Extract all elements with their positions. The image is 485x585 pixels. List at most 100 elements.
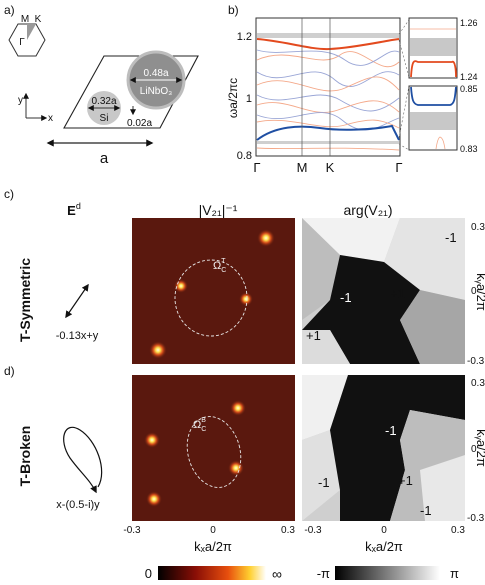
colorbars: 0 ∞ -π π — [145, 566, 459, 582]
inset-band — [435, 136, 446, 150]
phase-region — [302, 218, 400, 262]
ky-tick: -0.3 — [467, 513, 485, 524]
gap-label: 0.02a — [127, 118, 152, 129]
bz-hexagon — [8, 23, 46, 57]
zoom-connector — [398, 143, 410, 151]
brillouin-zone: M K Γ — [8, 14, 46, 57]
band-xtick: K — [326, 160, 335, 175]
band-xtick: Γ — [253, 160, 260, 175]
band-line — [256, 100, 400, 113]
band-ylabel: ωa/2πc — [226, 78, 240, 118]
colorbar-phase — [335, 566, 440, 580]
panel-b: b) ωa/2πc 1.2 1 0.8 Γ M K Γ — [226, 3, 478, 175]
colorbar-phase-max: π — [450, 566, 459, 581]
kx-tick: -0.3 — [304, 525, 322, 536]
linbo3-diameter: 0.48a — [143, 68, 168, 79]
magnitude-header: |V₂₁|⁻¹ — [199, 202, 238, 218]
kx-tick: 0 — [210, 525, 216, 536]
background-bands — [256, 49, 400, 151]
phase-region-dark — [330, 375, 465, 521]
polarization-broken: x-(0.5-i)y — [56, 499, 100, 511]
charge-label: -1 — [318, 475, 330, 490]
phase-map-broken: -1 -1 +1 -1 — [302, 375, 465, 521]
column-headers: Ed |V₂₁|⁻¹ arg(V₂₁) — [67, 201, 392, 218]
band-xtick: M — [297, 160, 308, 175]
band-xtick: Γ — [395, 160, 402, 175]
singularity-spot — [149, 341, 167, 359]
bz-label-m: M — [21, 14, 29, 25]
singularity-spot — [257, 229, 275, 247]
charge-label: +1 — [306, 328, 321, 343]
panel-a-label: a) — [4, 3, 15, 17]
panel-b-label: b) — [228, 3, 239, 17]
contour-label-symmetric: ΩCT — [213, 258, 226, 274]
band-line — [256, 112, 400, 131]
phase-region — [302, 218, 340, 320]
kx-axis-label: kₓa/2π — [194, 539, 232, 554]
band-ytick: 1.2 — [237, 31, 252, 43]
zoom-connector — [398, 85, 410, 139]
inset-top: 1.26 1.24 — [408, 17, 478, 82]
panel-d: d) T-Broken x-(0.5-i)y ΩCB -1 -1 +1 -1 — [4, 364, 485, 554]
kx-axis-label: kₓa/2π — [365, 539, 403, 554]
band-line — [256, 49, 400, 66]
phase-region-dark — [302, 255, 420, 364]
singularity-spot — [146, 491, 162, 507]
phase-header: arg(V₂₁) — [343, 202, 392, 218]
contour-omega-symmetric — [174, 259, 248, 337]
inset-bottom: 0.85 0.83 — [408, 84, 478, 154]
phase-region — [420, 455, 465, 521]
charge-label: +1 — [398, 473, 413, 488]
charge-label: -1 — [340, 290, 352, 305]
singularity-spot — [239, 292, 253, 306]
contour-label-broken: ΩCB — [193, 417, 206, 433]
colorbar-magnitude-min: 0 — [145, 566, 152, 581]
band-ytick: 1 — [246, 93, 252, 105]
inset-upper-band — [410, 60, 457, 78]
kx-tick: -0.3 — [123, 525, 141, 536]
x-axis-label: x — [48, 113, 53, 124]
inset-bottom-tick: 0.85 — [460, 84, 478, 94]
singularity-spot — [228, 460, 244, 476]
ky-axis-label: kᵧa/2π — [474, 273, 485, 311]
kx-tick: 0.3 — [281, 525, 295, 536]
charge-label: -1 — [420, 503, 432, 518]
band-line — [256, 94, 400, 112]
si-label: Si — [100, 113, 109, 124]
phase-region — [384, 218, 465, 300]
lower-band — [256, 124, 400, 141]
ky-tick: 0 — [471, 286, 477, 297]
panel-c-label: c) — [4, 187, 14, 201]
contour-omega-broken — [186, 416, 242, 488]
inset-top-gap — [410, 38, 456, 56]
inset-top-tick: 1.24 — [460, 72, 478, 82]
lattice-constant-label: a — [100, 150, 109, 167]
band-line — [256, 51, 400, 68]
inset-top-tick: 1.26 — [460, 18, 478, 28]
linbo3-label: LiNbO₃ — [140, 86, 172, 97]
polarization-symmetric: -0.13x+y — [56, 330, 99, 342]
magnitude-map-symmetric: ΩCT — [132, 218, 295, 364]
band-line — [256, 119, 400, 129]
inset-lower-band — [410, 86, 457, 106]
irreducible-wedge — [27, 24, 36, 40]
charge-label: +1 — [390, 286, 405, 301]
ky-tick: 0 — [471, 444, 477, 455]
bz-label-gamma: Γ — [19, 37, 25, 48]
ky-tick: 0.3 — [471, 378, 485, 389]
linbo3-rod: 0.48a LiNbO₃ — [126, 50, 186, 110]
bz-label-k: K — [35, 14, 42, 25]
singularity-spot — [174, 279, 188, 293]
panel-a: a) M K Γ y x 0.48a LiNbO₃ 0.32a — [4, 3, 199, 167]
phase-map-symmetric: -1 -1 +1 +1 — [302, 218, 465, 364]
phase-region — [302, 375, 348, 440]
phase-region — [302, 330, 350, 364]
ky-axis-label: kᵧa/2π — [474, 429, 485, 467]
zoom-connector — [398, 19, 410, 35]
ky-tick: -0.3 — [467, 356, 485, 367]
colorbar-magnitude — [158, 566, 266, 580]
colorbar-phase-min: -π — [317, 566, 330, 581]
band-plot-frame — [255, 17, 401, 157]
upper-gap — [257, 33, 399, 38]
band-ytick: 0.8 — [237, 150, 252, 162]
